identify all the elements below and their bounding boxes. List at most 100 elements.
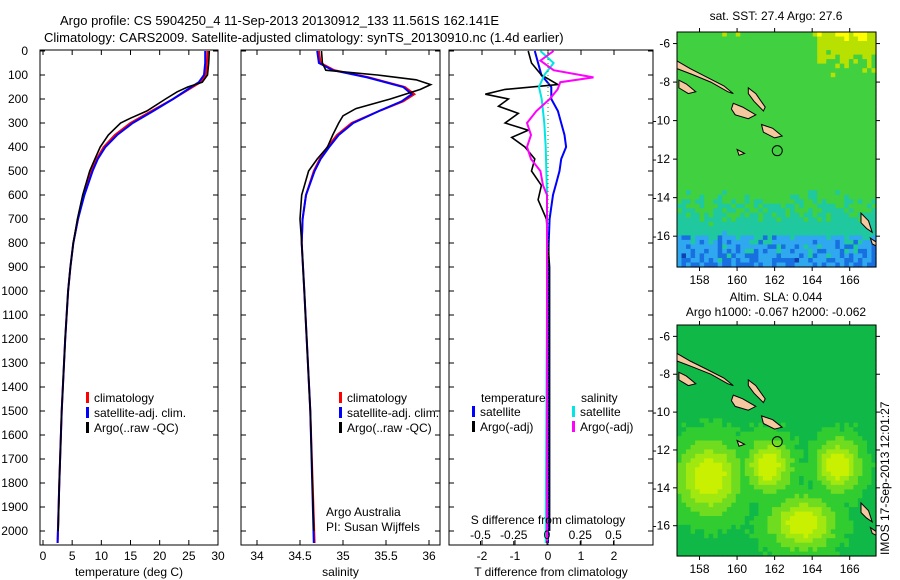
map-cell <box>735 36 741 42</box>
map-cell <box>772 329 778 335</box>
map-cell <box>808 140 814 146</box>
map-cell <box>781 427 787 433</box>
map-cell <box>758 547 764 553</box>
map-cell <box>848 342 854 348</box>
map-cell <box>781 342 787 348</box>
map-cell <box>821 54 827 60</box>
map-cell <box>844 369 850 375</box>
map-cell <box>794 185 800 191</box>
map-cell <box>862 538 868 544</box>
map-cell <box>772 221 778 227</box>
lon-tick-label: 164 <box>802 562 822 576</box>
map-cell <box>844 212 850 218</box>
island-land <box>676 352 734 387</box>
map-cell <box>740 507 746 513</box>
map-cell <box>704 54 710 60</box>
map-cell <box>862 122 868 128</box>
map-cell <box>744 547 750 553</box>
map-cell <box>812 41 818 47</box>
map-cell <box>753 208 759 214</box>
map-cell <box>871 63 877 69</box>
map-cell <box>785 440 791 446</box>
map-cell <box>713 32 719 38</box>
map-cell <box>690 122 696 128</box>
map-cell <box>839 203 845 209</box>
map-cell <box>726 117 732 123</box>
map-cell <box>722 158 728 164</box>
map-cell <box>848 458 854 464</box>
map-cell <box>704 387 710 393</box>
sla-map-title: Altim. SLA: 0.044 <box>730 290 823 304</box>
map-cell <box>803 516 809 521</box>
map-cell <box>717 396 723 402</box>
map-cell <box>794 516 800 521</box>
map-cell <box>726 422 732 428</box>
map-cell <box>722 449 728 455</box>
map-cell <box>717 369 723 375</box>
map-cell <box>821 158 827 164</box>
map-cell <box>758 167 764 173</box>
map-cell <box>686 221 692 227</box>
map-cell <box>690 181 696 187</box>
map-cell <box>681 154 687 160</box>
map-cell <box>717 511 723 517</box>
map-cell <box>785 248 791 254</box>
map-cell <box>740 32 746 38</box>
map-cell <box>803 86 809 92</box>
map-cell <box>686 239 692 245</box>
map-cell <box>731 507 737 513</box>
map-cell <box>695 86 701 92</box>
map-cell <box>695 108 701 114</box>
map-cell <box>753 167 759 173</box>
map-cell <box>808 108 814 114</box>
map-cell <box>776 400 782 406</box>
map-cell <box>812 373 818 379</box>
map-cell <box>767 533 773 539</box>
map-cell <box>817 387 823 393</box>
map-cell <box>826 391 832 397</box>
map-cell <box>776 122 782 128</box>
map-cell <box>781 185 787 191</box>
map-cell <box>699 484 705 490</box>
map-cell <box>749 369 755 375</box>
map-cell <box>762 458 768 464</box>
map-cell <box>681 140 687 146</box>
map-cell <box>790 72 796 78</box>
map-cell <box>794 342 800 348</box>
map-cell <box>717 90 723 96</box>
map-cell <box>794 203 800 209</box>
map-cell <box>767 462 773 468</box>
map-cell <box>726 538 732 544</box>
map-cell <box>776 135 782 141</box>
map-cell <box>744 396 750 402</box>
lat-tick-label: -16 <box>653 229 671 243</box>
map-cell <box>826 547 832 553</box>
map-cell <box>726 149 732 155</box>
map-cell <box>803 427 809 433</box>
map-cell <box>758 217 764 223</box>
map-cell <box>830 145 836 151</box>
map-cell <box>839 538 845 544</box>
map-cell <box>794 369 800 375</box>
map-cell <box>848 149 854 155</box>
map-cell <box>717 41 723 47</box>
map-cell <box>844 145 850 151</box>
map-cell <box>681 538 687 544</box>
map-cell <box>753 396 759 402</box>
map-cell <box>695 387 701 393</box>
map-cell <box>781 422 787 428</box>
map-cell <box>867 199 873 205</box>
map-cell <box>758 502 764 508</box>
map-cell <box>681 221 687 227</box>
map-cell <box>767 333 773 339</box>
map-cell <box>808 172 814 178</box>
map-cell <box>857 77 863 83</box>
map-cell <box>817 50 823 56</box>
map-cell <box>848 194 854 200</box>
map-cell <box>857 86 863 92</box>
map-cell <box>794 360 800 366</box>
map-cell <box>762 63 768 69</box>
map-cell <box>731 542 737 548</box>
map-cell <box>722 113 728 119</box>
map-cell <box>708 458 714 464</box>
